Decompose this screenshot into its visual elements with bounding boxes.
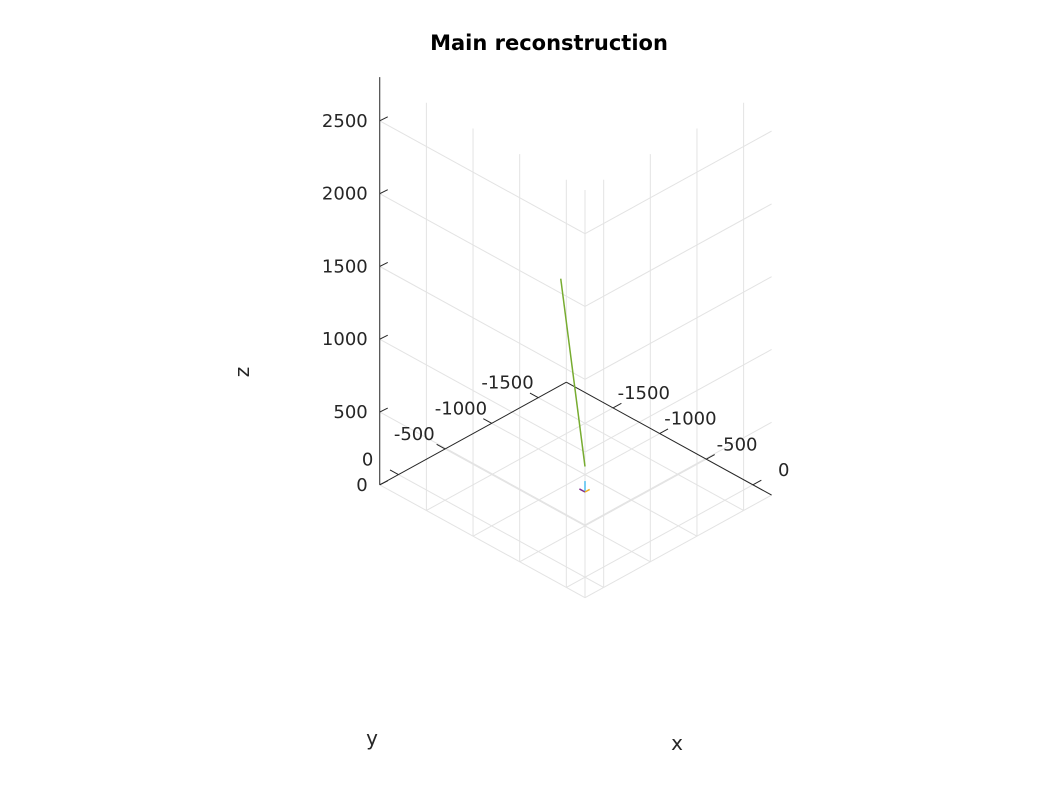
- x-tick-label: -1000: [664, 409, 716, 430]
- z-tick-label: 1000: [322, 329, 368, 350]
- grid-line: [584, 203, 772, 307]
- grid-line: [538, 397, 744, 511]
- y-tick: [483, 418, 492, 424]
- series-line: [584, 488, 591, 493]
- grid-line: [472, 433, 660, 537]
- grid-line: [379, 265, 586, 380]
- x-axis-label: x: [671, 731, 683, 755]
- z-tick: [379, 261, 388, 267]
- grid-line: [379, 411, 586, 526]
- grid-line: [379, 484, 586, 599]
- plot-area: [559, 278, 591, 493]
- grid-line: [584, 349, 772, 453]
- z-tick: [379, 334, 388, 340]
- y-tick: [389, 469, 399, 476]
- y-tick-label: -1000: [435, 398, 487, 419]
- z-tick-label: 2500: [322, 111, 368, 132]
- grid-line: [398, 474, 604, 588]
- grid-line: [491, 422, 698, 537]
- z-tick: [379, 189, 388, 195]
- z-tick-label: 1500: [322, 256, 368, 277]
- z-axis-label: z: [230, 367, 254, 378]
- y-tick-label: -1500: [481, 373, 533, 394]
- grid-line: [584, 276, 772, 380]
- z-tick: [379, 116, 388, 122]
- grid-line: [426, 407, 614, 511]
- z-tick-label: 2000: [322, 184, 368, 205]
- y-tick: [436, 443, 446, 450]
- series-line: [579, 488, 586, 493]
- y-tick-label: 0: [362, 450, 373, 471]
- grid-line: [379, 338, 586, 453]
- x-tick-label: -500: [717, 434, 758, 455]
- grid-line: [566, 484, 754, 588]
- grid-line: [584, 130, 772, 235]
- x-tick: [752, 479, 762, 486]
- x-tick: [612, 402, 622, 409]
- x-tick: [659, 428, 669, 434]
- y-tick-label: -500: [394, 424, 435, 445]
- x-tick-label: -1500: [618, 383, 670, 404]
- tick-labels: 0-500-1000-15000-500-1000-15000500100015…: [322, 111, 790, 496]
- z-tick: [379, 407, 388, 413]
- grid-line: [444, 448, 651, 563]
- grid-line: [379, 120, 586, 235]
- z-tick-label: 500: [333, 402, 367, 423]
- grid-line: [379, 193, 586, 307]
- y-tick: [529, 392, 539, 399]
- x-axis-line: [566, 381, 772, 496]
- chart-title: Main reconstruction: [430, 31, 668, 55]
- grid-line: [519, 458, 707, 563]
- axes: [379, 77, 772, 496]
- x-tick-label: 0: [778, 460, 789, 481]
- grid-line: [584, 494, 772, 599]
- series-line: [559, 278, 586, 467]
- y-axis-line: [379, 381, 567, 486]
- x-tick: [706, 454, 715, 460]
- grid-line: [584, 421, 772, 526]
- z-tick-label: 0: [356, 475, 367, 496]
- y-axis-label: y: [366, 726, 378, 750]
- z-tick: [379, 480, 388, 486]
- grid: [379, 102, 772, 599]
